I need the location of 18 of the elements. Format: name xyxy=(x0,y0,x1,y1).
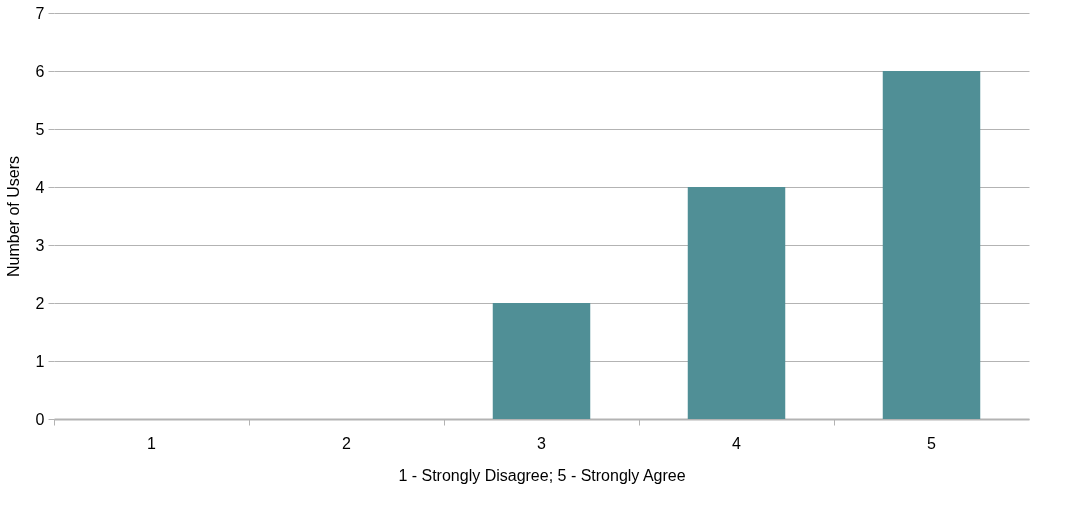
y-tick-label: 3 xyxy=(35,236,45,254)
x-tick-label: 2 xyxy=(342,434,352,452)
y-tick-label: 7 xyxy=(35,4,45,22)
x-tick-label: 3 xyxy=(537,434,547,452)
x-tick-label: 1 xyxy=(147,434,157,452)
x-tick-label: 5 xyxy=(927,434,937,452)
y-tick-label: 4 xyxy=(35,178,45,196)
y-tick-label: 5 xyxy=(35,120,45,138)
x-axis-title: 1 - Strongly Disagree; 5 - Strongly Agree xyxy=(398,466,686,484)
bar xyxy=(492,303,591,419)
y-tick-label: 1 xyxy=(35,352,45,370)
bar xyxy=(882,71,981,419)
y-tick-label: 6 xyxy=(35,62,45,80)
y-tick-label: 0 xyxy=(35,410,45,428)
y-tick-label: 2 xyxy=(35,294,45,312)
x-tick-label: 4 xyxy=(732,434,742,452)
bar xyxy=(687,187,786,419)
y-axis-title: Number of Users xyxy=(4,156,22,277)
